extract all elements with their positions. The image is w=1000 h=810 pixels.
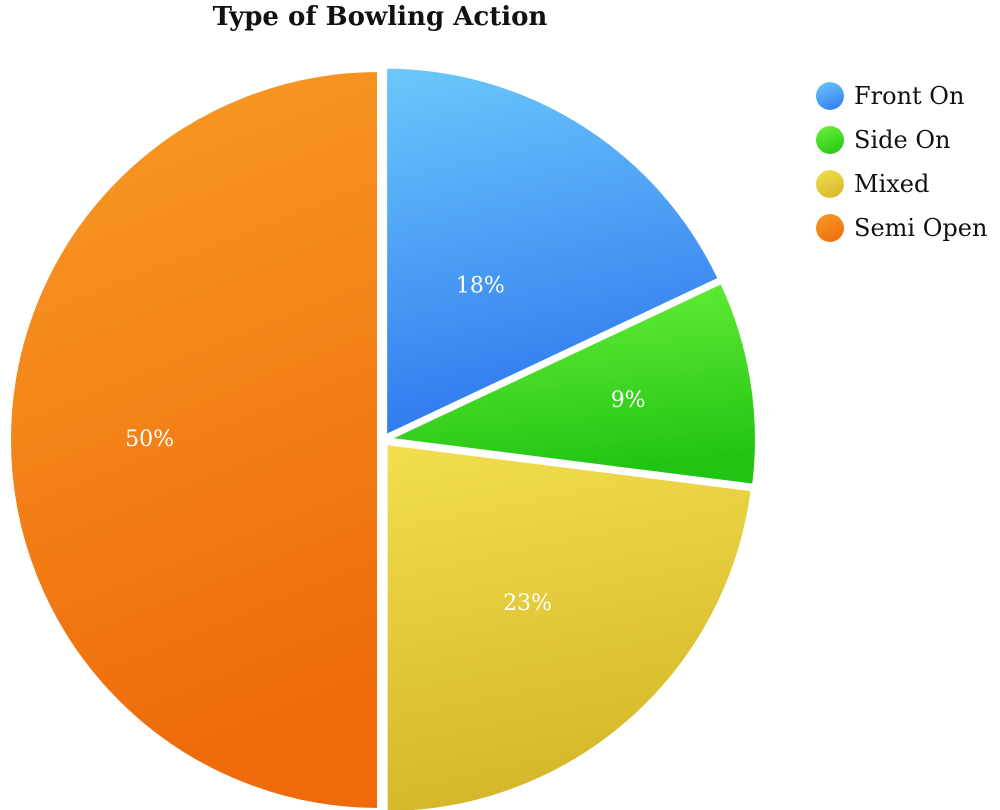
legend-label-front-on: Front On (854, 82, 965, 110)
slice-label-mixed: 23% (503, 591, 552, 616)
legend-label-semi-open: Semi Open (854, 214, 988, 242)
legend-label-side-on: Side On (854, 126, 951, 154)
legend-swatch-front-on (816, 82, 844, 110)
legend-swatch-side-on (816, 126, 844, 154)
pie-slice-mixed (383, 441, 755, 810)
slice-label-side-on: 9% (611, 388, 646, 413)
legend-item-semi-open: Semi Open (816, 206, 987, 250)
pie-slice-front-on (383, 64, 722, 439)
legend-label-mixed: Mixed (854, 170, 930, 198)
legend-swatch-mixed (816, 170, 844, 198)
chart-title: Type of Bowling Action (212, 2, 548, 32)
legend-swatch-semi-open (816, 214, 844, 242)
legend-item-mixed: Mixed (816, 162, 987, 206)
slice-label-semi-open: 50% (125, 427, 174, 452)
slice-label-front-on: 18% (456, 274, 505, 299)
legend: Front On Side On Mixed Semi Open (816, 74, 987, 250)
pie-slice-side-on (384, 279, 759, 488)
pie-slice-semi-open (7, 68, 381, 810)
legend-item-front-on: Front On (816, 74, 987, 118)
legend-item-side-on: Side On (816, 118, 987, 162)
